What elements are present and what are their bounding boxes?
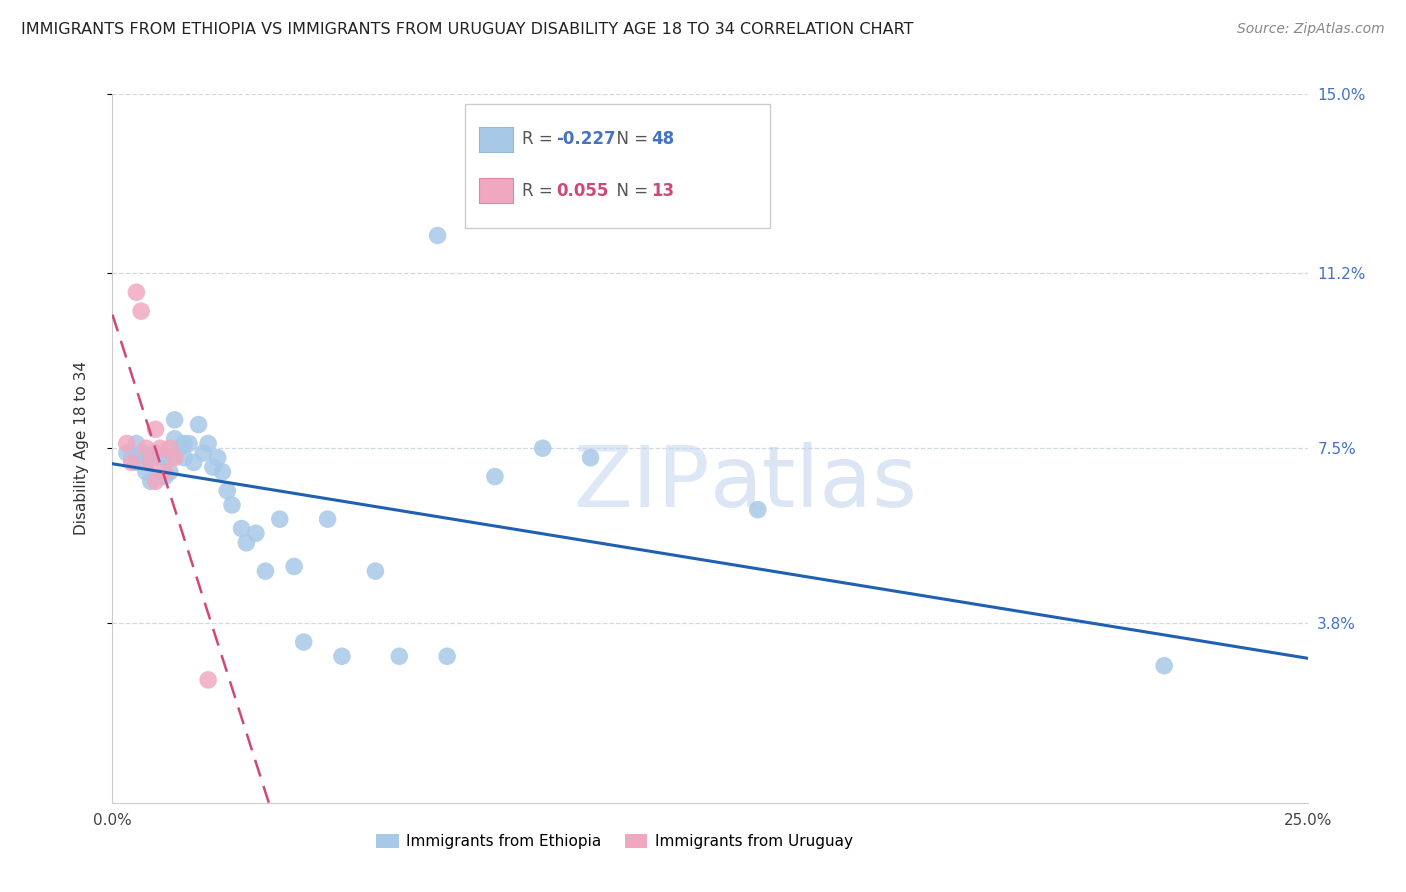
Point xyxy=(139,455,162,469)
FancyBboxPatch shape xyxy=(479,178,513,203)
Point xyxy=(221,498,243,512)
Point xyxy=(197,673,219,687)
Text: R =: R = xyxy=(523,130,558,148)
Point xyxy=(163,450,186,465)
Point xyxy=(388,649,411,664)
Text: 0.055: 0.055 xyxy=(555,182,609,200)
Point xyxy=(187,417,209,432)
Point xyxy=(292,635,315,649)
Point xyxy=(135,441,157,455)
Point xyxy=(183,455,205,469)
Point xyxy=(364,564,387,578)
Point xyxy=(145,422,167,436)
Text: ZIP: ZIP xyxy=(574,442,710,525)
Point xyxy=(1153,658,1175,673)
Point xyxy=(197,436,219,450)
Point xyxy=(235,535,257,549)
Point xyxy=(135,465,157,479)
Point xyxy=(531,441,554,455)
Point xyxy=(153,450,176,465)
Text: -0.227: -0.227 xyxy=(555,130,616,148)
Point xyxy=(129,446,152,460)
Point xyxy=(193,446,215,460)
Point xyxy=(149,441,172,455)
Point xyxy=(149,450,172,465)
Point xyxy=(484,469,506,483)
Point xyxy=(145,446,167,460)
Point xyxy=(211,465,233,479)
Point xyxy=(173,450,195,465)
Point xyxy=(149,469,172,483)
Point xyxy=(125,436,148,450)
Text: Source: ZipAtlas.com: Source: ZipAtlas.com xyxy=(1237,22,1385,37)
Point xyxy=(426,228,449,243)
Point xyxy=(139,450,162,465)
Point xyxy=(163,413,186,427)
Point xyxy=(747,502,769,516)
Point xyxy=(269,512,291,526)
Point xyxy=(129,304,152,318)
Point xyxy=(283,559,305,574)
Text: 13: 13 xyxy=(651,182,675,200)
Point xyxy=(139,475,162,489)
Point xyxy=(245,526,267,541)
Text: N =: N = xyxy=(606,182,654,200)
Y-axis label: Disability Age 18 to 34: Disability Age 18 to 34 xyxy=(75,361,89,535)
Point xyxy=(330,649,353,664)
Point xyxy=(115,446,138,460)
Point xyxy=(121,450,143,465)
Point xyxy=(125,285,148,300)
Point xyxy=(207,450,229,465)
Point xyxy=(254,564,277,578)
Text: 48: 48 xyxy=(651,130,675,148)
Point xyxy=(159,450,181,465)
Point xyxy=(115,436,138,450)
Point xyxy=(177,436,200,450)
Point xyxy=(436,649,458,664)
Point xyxy=(153,465,176,479)
Legend: Immigrants from Ethiopia, Immigrants from Uruguay: Immigrants from Ethiopia, Immigrants fro… xyxy=(370,828,859,855)
Point xyxy=(163,432,186,446)
Point xyxy=(173,436,195,450)
Point xyxy=(153,469,176,483)
Text: R =: R = xyxy=(523,182,558,200)
Point xyxy=(579,450,602,465)
Point xyxy=(217,483,239,498)
Point xyxy=(135,450,157,465)
FancyBboxPatch shape xyxy=(465,104,770,227)
Text: IMMIGRANTS FROM ETHIOPIA VS IMMIGRANTS FROM URUGUAY DISABILITY AGE 18 TO 34 CORR: IMMIGRANTS FROM ETHIOPIA VS IMMIGRANTS F… xyxy=(21,22,914,37)
Text: atlas: atlas xyxy=(710,442,918,525)
Text: N =: N = xyxy=(606,130,654,148)
Point xyxy=(145,475,167,489)
Point xyxy=(169,441,191,455)
Point xyxy=(316,512,339,526)
Point xyxy=(231,522,253,536)
Point xyxy=(201,460,224,475)
Point xyxy=(125,455,148,469)
Point xyxy=(121,455,143,469)
Point xyxy=(159,465,181,479)
FancyBboxPatch shape xyxy=(479,127,513,153)
Point xyxy=(159,441,181,455)
